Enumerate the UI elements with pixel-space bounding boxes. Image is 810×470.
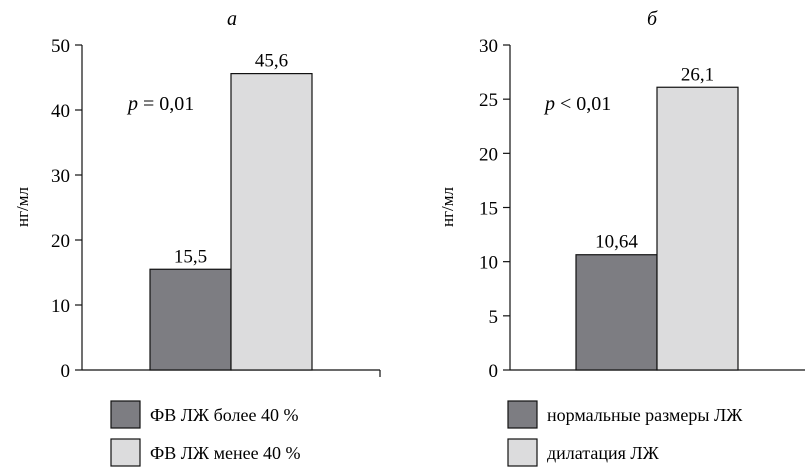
legend-a-swatch-1 <box>110 400 141 429</box>
legend-b-swatch-1 <box>507 400 538 429</box>
panel-b-y-axis-label: нг/мл <box>438 186 457 227</box>
panel-b-p-text: < 0,01 <box>555 93 611 115</box>
panel-a-bar-2 <box>230 72 313 371</box>
panel-a-y-tick-label: 10 <box>51 296 70 317</box>
panel-a-title: а <box>227 8 237 30</box>
panel-b-legend: нормальные размеры ЛЖ дилатация ЛЖ <box>507 400 743 467</box>
panel-a: а нг/мл 0 10 20 30 40 50 15,5 45,6 p = 0,01 <box>13 8 381 382</box>
legend-a-label-2: ФВ ЛЖ менее 40 % <box>150 443 301 463</box>
panel-a-y-tick-label: 40 <box>51 101 70 122</box>
panel-b-y-tick-label: 30 <box>479 36 498 57</box>
panel-b-y-tick-label: 15 <box>479 199 498 220</box>
panel-b-y-tick-label: 10 <box>479 253 498 274</box>
panel-a-bar-2-value-label: 45,6 <box>255 51 288 72</box>
panel-b-y-ticks: 0 5 10 15 20 25 30 <box>479 36 510 382</box>
legend-b-label-1: нормальные размеры ЛЖ <box>547 405 743 425</box>
panel-b-y-tick-label: 20 <box>479 144 498 165</box>
panel-b-y-axis: 0 5 10 15 20 25 30 <box>479 36 511 382</box>
panel-a-bar-1 <box>149 268 232 371</box>
panel-b-bar-2 <box>656 86 739 371</box>
panel-b-y-tick-label: 0 <box>489 361 499 382</box>
panel-b-y-tick-label: 5 <box>489 307 499 328</box>
panel-a-p-value: p = 0,01 <box>126 93 194 115</box>
panel-a-p-symbol: p <box>126 93 138 115</box>
panel-a-bars: 15,5 45,6 <box>149 51 313 371</box>
panel-a-p-text: = 0,01 <box>138 93 194 115</box>
panel-a-y-axis: 0 10 20 30 40 50 <box>51 36 83 382</box>
panel-b-y-tick-label: 25 <box>479 90 498 111</box>
panel-b-p-value: p < 0,01 <box>543 93 611 115</box>
panel-b: б нг/мл 0 5 10 15 20 25 30 10,64 26,1 p < 0,01 <box>438 8 805 382</box>
panel-a-y-tick-label: 50 <box>51 36 70 57</box>
panel-a-legend: ФВ ЛЖ более 40 % ФВ ЛЖ менее 40 % <box>110 400 301 467</box>
panel-a-y-tick-label: 0 <box>61 361 71 382</box>
panel-b-title: б <box>647 8 658 30</box>
legend-a-label-1: ФВ ЛЖ более 40 % <box>150 405 298 425</box>
legend-a-swatch-2 <box>110 438 141 467</box>
panel-b-bar-2-value-label: 26,1 <box>681 64 714 85</box>
panel-a-y-tick-label: 30 <box>51 166 70 187</box>
panel-a-y-tick-label: 20 <box>51 231 70 252</box>
panel-a-y-ticks: 0 10 20 30 40 50 <box>51 36 82 382</box>
panel-a-bar-1-value-label: 15,5 <box>174 246 207 267</box>
panel-b-p-symbol: p <box>543 93 555 115</box>
panel-b-bar-1 <box>575 254 658 371</box>
panel-b-bar-1-value-label: 10,64 <box>595 232 638 253</box>
panel-b-bars: 10,64 26,1 <box>575 64 739 371</box>
legend-b-label-2: дилатация ЛЖ <box>547 443 660 463</box>
panel-a-y-axis-label: нг/мл <box>13 186 32 227</box>
legend-b-swatch-2 <box>507 438 538 467</box>
